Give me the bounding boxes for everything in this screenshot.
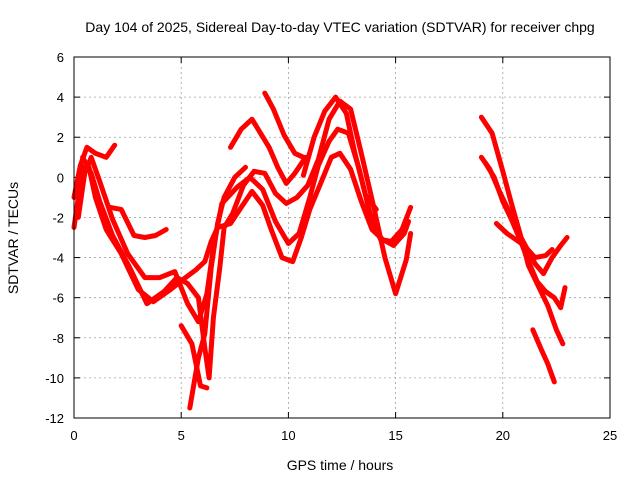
series-track-9 (262, 90, 306, 160)
series-track-7 (187, 164, 248, 411)
y-tick-label: 2 (57, 130, 64, 145)
x-axis-label: GPS time / hours (287, 457, 394, 473)
series-track-10 (300, 94, 379, 212)
x-tick-label: 25 (603, 428, 617, 443)
x-axis-ticks: 0 5 10 15 20 25 (70, 57, 617, 443)
y-tick-label: 0 (57, 170, 64, 185)
grid-lines (74, 57, 610, 418)
x-tick-label: 0 (70, 428, 77, 443)
chart-title: Day 104 of 2025, Sidereal Day-to-day VTE… (85, 19, 594, 35)
series-track-13 (483, 160, 568, 311)
x-tick-label: 10 (281, 428, 295, 443)
plot-area (71, 90, 570, 411)
series-track-4 (80, 98, 414, 381)
plot-frame (73, 56, 611, 419)
y-tick-label: 4 (57, 90, 64, 105)
y-axis-ticks: 6 4 2 0 -2 -4 -6 -8 -10 -12 (45, 50, 610, 426)
y-tick-label: -10 (45, 371, 64, 386)
y-tick-label: -4 (52, 251, 64, 266)
y-tick-label: -12 (45, 411, 64, 426)
series-track-3 (71, 142, 118, 200)
x-tick-label: 15 (388, 428, 402, 443)
series-track-5 (107, 204, 169, 240)
series-track-15 (530, 327, 557, 385)
series-track-11 (478, 114, 566, 347)
x-tick-label: 20 (496, 428, 510, 443)
series-track-8 (228, 116, 309, 186)
y-tick-label: -8 (52, 331, 64, 346)
y-axis-label: SDTVAR / TECUs (5, 182, 21, 294)
x-tick-label: 5 (178, 428, 185, 443)
y-tick-label: 6 (57, 50, 64, 65)
y-tick-label: -6 (52, 291, 64, 306)
y-tick-label: -2 (52, 210, 64, 225)
series-track-14 (493, 221, 555, 261)
